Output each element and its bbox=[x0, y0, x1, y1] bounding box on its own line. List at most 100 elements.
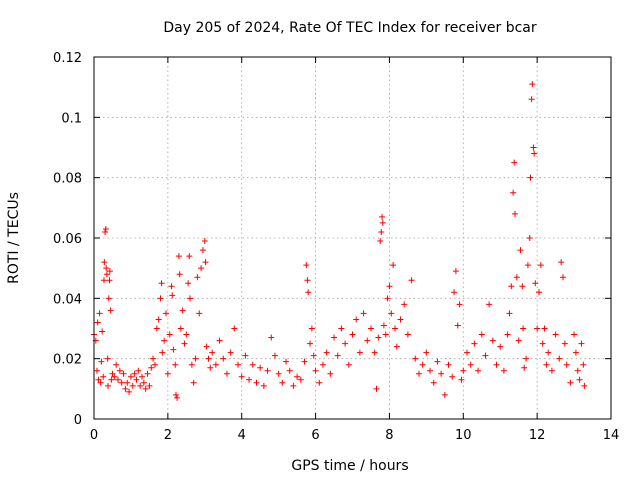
data-point-plus bbox=[460, 367, 467, 374]
data-point-plus bbox=[527, 174, 534, 181]
data-point-plus bbox=[253, 379, 260, 386]
data-point-plus bbox=[231, 325, 238, 332]
data-point-plus bbox=[203, 343, 210, 350]
data-point-plus bbox=[458, 376, 465, 383]
data-point-plus bbox=[482, 352, 489, 359]
data-point-plus bbox=[531, 150, 538, 157]
data-point-plus bbox=[331, 334, 338, 341]
data-point-plus bbox=[478, 331, 485, 338]
data-point-plus bbox=[301, 358, 308, 365]
data-point-plus bbox=[449, 373, 456, 380]
data-point-plus bbox=[342, 340, 349, 347]
data-point-plus bbox=[194, 274, 201, 281]
data-point-plus bbox=[441, 391, 448, 398]
data-point-plus bbox=[408, 277, 415, 284]
data-point-plus bbox=[327, 370, 334, 377]
data-point-plus bbox=[500, 367, 507, 374]
plot-frame bbox=[93, 56, 612, 420]
data-point-plus bbox=[535, 289, 542, 296]
data-point-plus bbox=[390, 262, 397, 269]
data-point-plus bbox=[198, 265, 205, 272]
data-point-plus bbox=[107, 307, 114, 314]
data-point-plus bbox=[379, 213, 386, 220]
data-point-plus bbox=[364, 337, 371, 344]
data-point-plus bbox=[497, 343, 504, 350]
data-point-plus bbox=[319, 361, 326, 368]
data-point-plus bbox=[188, 361, 195, 368]
data-point-plus bbox=[349, 331, 356, 338]
data-point-plus bbox=[371, 349, 378, 356]
data-point-plus bbox=[223, 370, 230, 377]
data-point-plus bbox=[146, 382, 153, 389]
data-point-plus bbox=[157, 295, 164, 302]
data-point-plus bbox=[438, 370, 445, 377]
data-point-plus bbox=[148, 364, 155, 371]
data-point-plus bbox=[124, 379, 131, 386]
data-point-plus bbox=[504, 331, 511, 338]
data-point-plus bbox=[115, 376, 122, 383]
data-point-plus bbox=[515, 337, 522, 344]
data-point-plus bbox=[412, 355, 419, 362]
data-point-plus bbox=[404, 331, 411, 338]
x-tick-label: 6 bbox=[311, 428, 319, 443]
data-point-plus bbox=[572, 349, 579, 356]
data-point-plus bbox=[163, 310, 170, 317]
data-point-plus bbox=[454, 322, 461, 329]
data-point-plus bbox=[103, 271, 110, 278]
data-point-plus bbox=[430, 379, 437, 386]
data-point-plus bbox=[192, 355, 199, 362]
data-point-plus bbox=[379, 219, 386, 226]
y-tick-label: 0.06 bbox=[53, 232, 82, 247]
data-point-plus bbox=[260, 382, 267, 389]
data-point-plus bbox=[95, 376, 102, 383]
data-point-plus bbox=[463, 349, 470, 356]
data-point-plus bbox=[271, 352, 278, 359]
data-point-plus bbox=[106, 277, 113, 284]
data-point-plus bbox=[212, 361, 219, 368]
data-point-plus bbox=[176, 271, 183, 278]
data-point-plus bbox=[161, 337, 168, 344]
data-point-plus bbox=[367, 325, 374, 332]
data-point-plus bbox=[310, 352, 317, 359]
data-point-plus bbox=[334, 352, 341, 359]
data-point-plus bbox=[506, 310, 513, 317]
y-tick-label: 0 bbox=[74, 413, 82, 428]
data-point-plus bbox=[375, 334, 382, 341]
data-point-plus bbox=[304, 277, 311, 284]
data-point-plus bbox=[227, 349, 234, 356]
data-point-plus bbox=[151, 361, 158, 368]
data-point-plus bbox=[268, 334, 275, 341]
data-point-plus bbox=[209, 349, 216, 356]
data-point-plus bbox=[103, 265, 110, 272]
data-point-plus bbox=[475, 367, 482, 374]
data-point-plus bbox=[526, 235, 533, 241]
data-point-plus bbox=[135, 367, 142, 374]
data-point-plus bbox=[415, 370, 422, 377]
data-point-plus bbox=[96, 310, 103, 317]
x-tick-label: 12 bbox=[529, 428, 546, 443]
data-point-plus bbox=[100, 277, 107, 284]
data-point-plus bbox=[510, 189, 517, 196]
data-point-plus bbox=[186, 253, 193, 260]
data-point-plus bbox=[308, 325, 315, 332]
data-point-plus bbox=[150, 355, 157, 362]
data-point-plus bbox=[101, 259, 108, 266]
data-point-plus bbox=[305, 289, 312, 296]
data-point-plus bbox=[220, 355, 227, 362]
data-point-plus bbox=[523, 355, 530, 362]
data-point-plus bbox=[574, 367, 581, 374]
data-point-plus bbox=[139, 373, 146, 380]
grid-lines bbox=[94, 57, 611, 419]
data-point-plus bbox=[528, 96, 535, 103]
x-tick-label: 4 bbox=[238, 428, 246, 443]
data-point-plus bbox=[283, 358, 290, 365]
data-point-plus bbox=[524, 262, 531, 269]
data-point-plus bbox=[307, 340, 314, 347]
data-point-plus bbox=[264, 367, 271, 374]
data-point-plus bbox=[140, 379, 147, 386]
data-point-plus bbox=[207, 364, 214, 371]
data-point-plus bbox=[168, 283, 175, 290]
y-axis-label: ROTI / TECUs bbox=[6, 192, 22, 284]
data-point-plus bbox=[185, 280, 192, 287]
y-tick-label: 0.08 bbox=[53, 172, 82, 187]
